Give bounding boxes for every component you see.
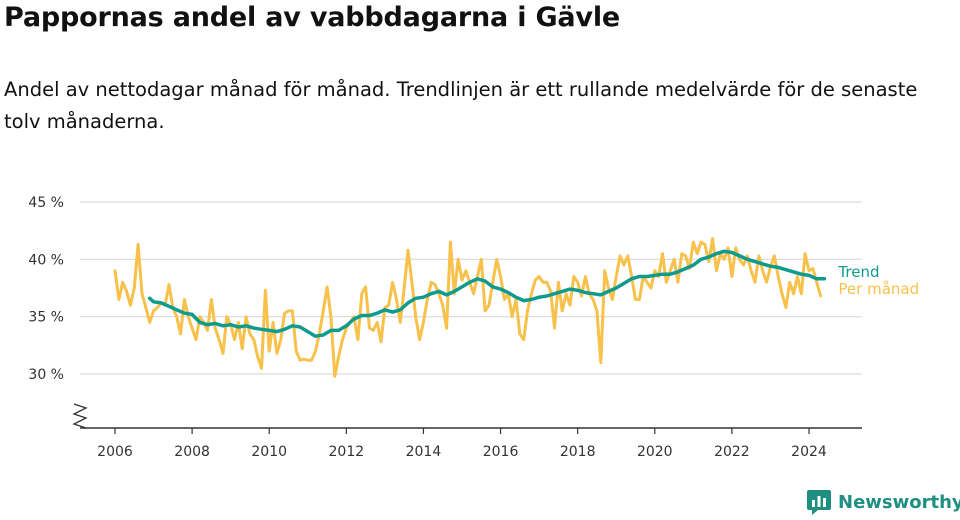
newsworthy-logo-icon: [807, 490, 831, 515]
x-tick-label: 2020: [637, 444, 673, 460]
x-tick-label: 2022: [714, 444, 750, 460]
x-tick-label: 2008: [174, 444, 210, 460]
chart-title: Pappornas andel av vabbdagarna i Gävle: [4, 2, 620, 33]
monthly-label: Per månad: [838, 280, 919, 298]
x-tick-label: 2010: [251, 444, 287, 460]
x-tick-label: 2016: [483, 444, 519, 460]
y-tick-label: 45 %: [28, 195, 64, 211]
x-tick-label: 2012: [329, 444, 365, 460]
y-tick-label: 40 %: [28, 252, 64, 268]
brand-logo: Newsworthy: [806, 488, 960, 516]
axis-break-icon: [72, 403, 88, 429]
y-tick-label: 35 %: [28, 310, 64, 326]
monthly-line: [113, 237, 823, 378]
x-tick-label: 2024: [791, 444, 827, 460]
chart-subtitle: Andel av nettodagar månad för månad. Tre…: [4, 78, 918, 133]
x-tick-label: 2018: [560, 444, 596, 460]
grid-lines: [80, 201, 862, 375]
x-axis: 2006 2008 2010 2012 2014 2016 2018 2020 2022 2024: [72, 403, 862, 460]
x-tick-label: 2014: [406, 444, 442, 460]
series-lines: [113, 237, 827, 378]
trend-line: [147, 249, 827, 338]
y-tick-label: 30 %: [28, 367, 64, 383]
y-axis-ticks: 30 % 35 % 40 % 45 %: [28, 195, 64, 383]
x-tick-label: 2006: [97, 444, 133, 460]
brand-name: Newsworthy: [838, 491, 960, 513]
trend-label: Trend: [837, 263, 879, 281]
